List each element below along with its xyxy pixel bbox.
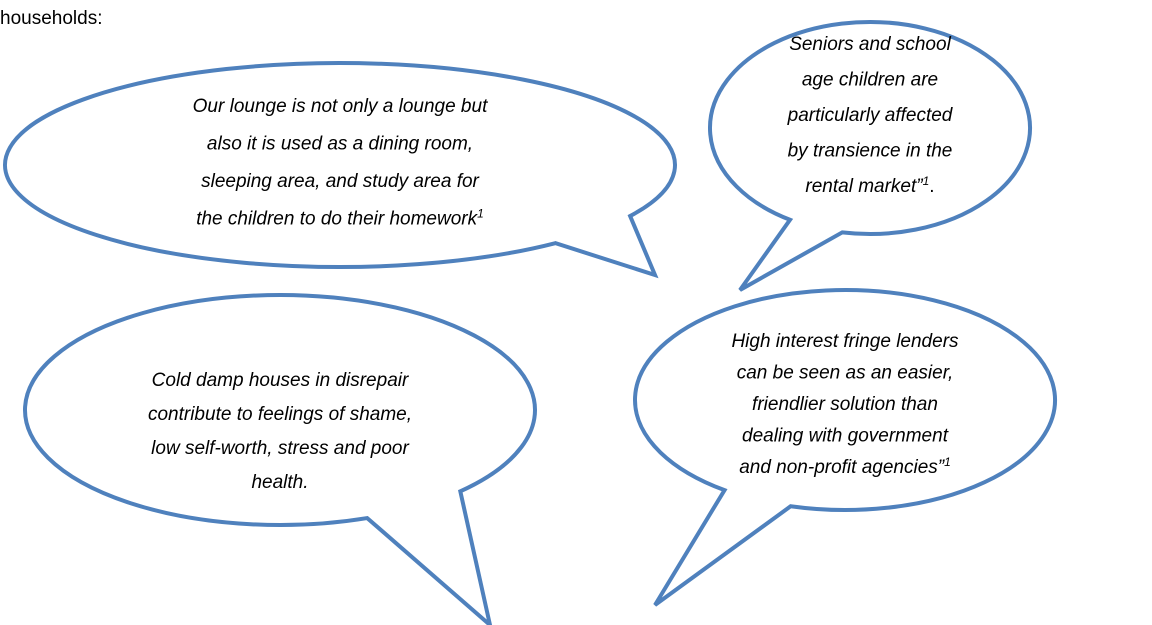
- quote-text: High interest fringe lenders: [731, 331, 959, 352]
- quote-line: the children to do their homework1: [196, 207, 484, 230]
- speech-bubble: Seniors and school age children are partic…: [708, 20, 1032, 292]
- quote-line: particularly affected: [787, 105, 954, 126]
- quote-text: by transience in the: [788, 141, 953, 162]
- bubble-outline: [633, 288, 1057, 607]
- quote-text: friendlier solution than: [752, 394, 938, 415]
- quote-line: Cold damp houses in disrepair: [152, 370, 409, 391]
- quote-text: sleeping area, and study area for: [201, 171, 479, 192]
- quote-line: health.: [251, 472, 308, 493]
- quote-line: age children are: [802, 70, 938, 91]
- quote-text: dealing with government: [742, 426, 949, 447]
- quote-text: contribute to feelings of shame,: [148, 404, 412, 425]
- quote-text: and non-profit agencies”: [739, 457, 946, 478]
- bubbles: Our lounge is not only a lounge but also …: [3, 20, 1057, 625]
- quote-line: Seniors and school: [789, 34, 951, 55]
- bubble-outline: [23, 293, 537, 625]
- quote-text: rental market”: [805, 176, 924, 197]
- quote-line: rental market”1.: [805, 174, 934, 197]
- quote-text: Our lounge is not only a lounge but: [193, 96, 488, 117]
- footnote-ref: 1: [944, 455, 951, 469]
- quote-line: and non-profit agencies”1: [739, 455, 951, 478]
- speech-bubble: Our lounge is not only a lounge but also …: [3, 61, 677, 279]
- quote-line: contribute to feelings of shame,: [148, 404, 412, 425]
- quote-line: Our lounge is not only a lounge but: [193, 96, 488, 117]
- quote-line: low self-worth, stress and poor: [151, 438, 409, 459]
- quote-line: dealing with government: [742, 426, 949, 447]
- quote-text: Cold damp houses in disrepair: [152, 370, 409, 391]
- quote-line: High interest fringe lenders: [731, 331, 959, 352]
- quote-line: sleeping area, and study area for: [201, 171, 479, 192]
- quote-text: low self-worth, stress and poor: [151, 438, 409, 459]
- intro-text: households:: [0, 8, 102, 29]
- quote-line: by transience in the: [788, 141, 953, 162]
- quote-line: friendlier solution than: [752, 394, 938, 415]
- quote-text: can be seen as an easier,: [737, 363, 954, 384]
- footnote-ref: 1: [923, 174, 930, 188]
- quote-line: can be seen as an easier,: [737, 363, 954, 384]
- quote-line: also it is used as a dining room,: [207, 134, 473, 155]
- quote-punctuation: .: [929, 176, 934, 197]
- footnote-ref: 1: [477, 207, 484, 221]
- quote-text: age children are: [802, 70, 938, 91]
- quote-text: Seniors and school: [789, 34, 951, 55]
- bubble-outline: [708, 20, 1032, 292]
- quote-text: also it is used as a dining room,: [207, 134, 473, 155]
- quote-text: the children to do their homework: [196, 209, 478, 230]
- quote-text: particularly affected: [787, 105, 954, 126]
- quote-text: health.: [251, 472, 308, 493]
- speech-bubble: Cold damp houses in disrepair contribute …: [23, 293, 537, 625]
- bubble-outline: [3, 61, 677, 279]
- speech-bubble: High interest fringe lenders can be seen …: [633, 288, 1057, 607]
